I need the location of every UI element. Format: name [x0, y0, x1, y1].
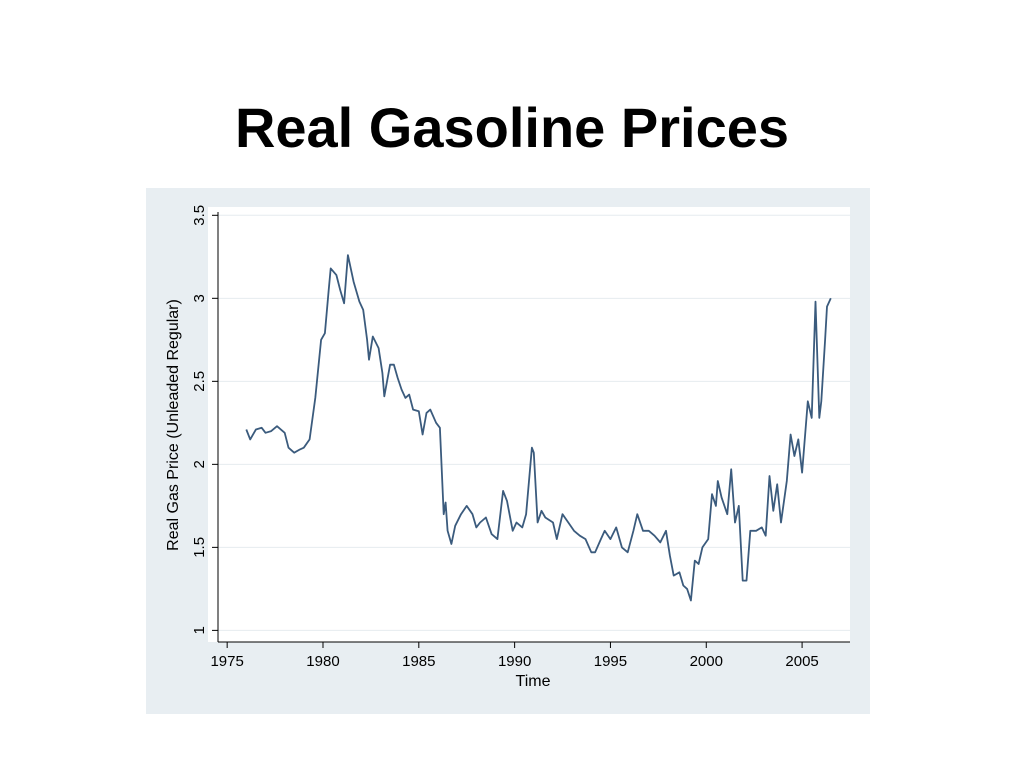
y-tick-label: 3.5: [191, 205, 208, 226]
x-tick-label: 1980: [306, 653, 339, 670]
line-series: [245, 254, 832, 602]
plot-area: [208, 207, 850, 642]
x-tick-label: 1985: [402, 653, 435, 670]
x-tick-label: 2000: [690, 653, 723, 670]
x-tick-label: 1995: [594, 653, 627, 670]
x-tick-label: 1990: [498, 653, 531, 670]
y-tick-label: 1: [191, 626, 208, 634]
y-axis-label: Real Gas Price (Unleaded Regular): [165, 299, 182, 551]
x-tick-label: 2005: [785, 653, 818, 670]
y-tick-label: 3: [191, 294, 208, 302]
y-tick-label: 2: [191, 460, 208, 468]
y-tick-label: 1.5: [191, 537, 208, 558]
slide-title: Real Gasoline Prices: [235, 96, 789, 159]
x-tick-label: 1975: [210, 653, 243, 670]
y-tick-label: 2.5: [191, 371, 208, 392]
x-axis-label: Time: [516, 673, 551, 690]
